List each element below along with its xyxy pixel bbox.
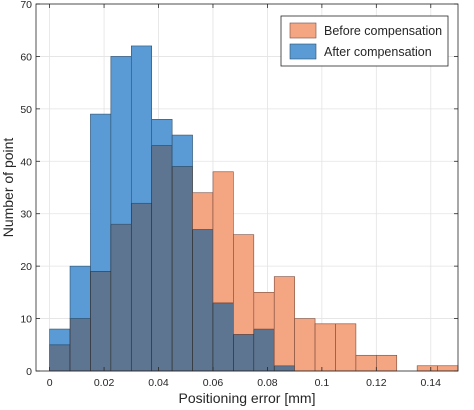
- bar-series-0-19: [437, 365, 459, 372]
- bar-series-0-9: [233, 234, 255, 335]
- axis-ticks: 0 0.02 0.04 0.06 0.08 0.1 0.12 0.14 0 10 20 30 40 50 6…: [20, 0, 458, 389]
- bar-overlap-2: [90, 271, 112, 372]
- y-tick-label-2: 20: [20, 261, 32, 273]
- bar-series-0-15: [355, 354, 377, 372]
- bar-series-0-16: [376, 354, 398, 372]
- x-tick-label-5: 0.1: [315, 377, 330, 389]
- bar-overlap-1: [69, 318, 91, 372]
- bar-series-1-4: [130, 45, 153, 204]
- legend: Before compensation After compensation: [280, 15, 449, 67]
- bar-series-0-10: [253, 292, 275, 330]
- bar-overlap-0: [49, 344, 71, 372]
- y-tick-label-3: 30: [20, 209, 32, 221]
- bar-series-0-14: [335, 323, 357, 372]
- y-tick-label-1: 10: [20, 314, 32, 326]
- x-tick-label-1: 0.02: [94, 377, 115, 389]
- bar-series-0-12: [294, 318, 316, 372]
- bar-series-1-3: [110, 56, 132, 225]
- bar-overlap-7: [192, 229, 214, 372]
- bar-overlap-3: [110, 223, 132, 372]
- x-axis-title: Positioning error [mm]: [179, 390, 316, 406]
- y-axis-title: Number of point: [0, 138, 16, 238]
- x-tick-label-2: 0.04: [148, 377, 169, 389]
- bar-series-1-2: [90, 113, 112, 272]
- bar-series-0-11: [273, 276, 295, 367]
- bar-series-1-5: [151, 119, 173, 146]
- bar-series-1-1: [69, 265, 91, 319]
- x-tick-label-7: 0.14: [421, 377, 442, 389]
- legend-swatch-after: [289, 43, 317, 60]
- bar-series-0-13: [314, 323, 336, 372]
- legend-label-after: After compensation: [324, 45, 432, 59]
- y-tick-label-6: 60: [20, 51, 32, 63]
- bar-overlap-6: [171, 166, 193, 372]
- x-tick-label-3: 0.06: [203, 377, 224, 389]
- y-tick-label-0: 0: [26, 366, 32, 378]
- plot-frame: [35, 3, 459, 372]
- x-tick-label-4: 0.08: [257, 377, 278, 389]
- bar-overlap-5: [151, 145, 173, 372]
- bar-overlap-11: [273, 365, 295, 372]
- bar-series-0-8: [212, 171, 234, 304]
- bar-overlap-8: [212, 302, 234, 372]
- legend-label-before: Before compensation: [324, 24, 442, 38]
- bar-overlap-10: [253, 328, 275, 372]
- y-tick-label-5: 50: [20, 104, 32, 116]
- bars: [49, 45, 459, 372]
- bar-overlap-4: [130, 202, 153, 372]
- legend-swatch-before: [289, 22, 317, 39]
- y-tick-label-4: 40: [20, 156, 32, 168]
- bar-series-0-18: [416, 365, 438, 372]
- bar-overlap-9: [233, 333, 255, 372]
- bar-series-1-0: [49, 328, 71, 346]
- y-tick-label-7: 70: [20, 0, 32, 11]
- x-tick-label-0: 0: [47, 377, 53, 389]
- x-tick-label-6: 0.12: [366, 377, 387, 389]
- bar-series-1-6: [171, 134, 193, 167]
- bar-series-0-7: [192, 192, 214, 230]
